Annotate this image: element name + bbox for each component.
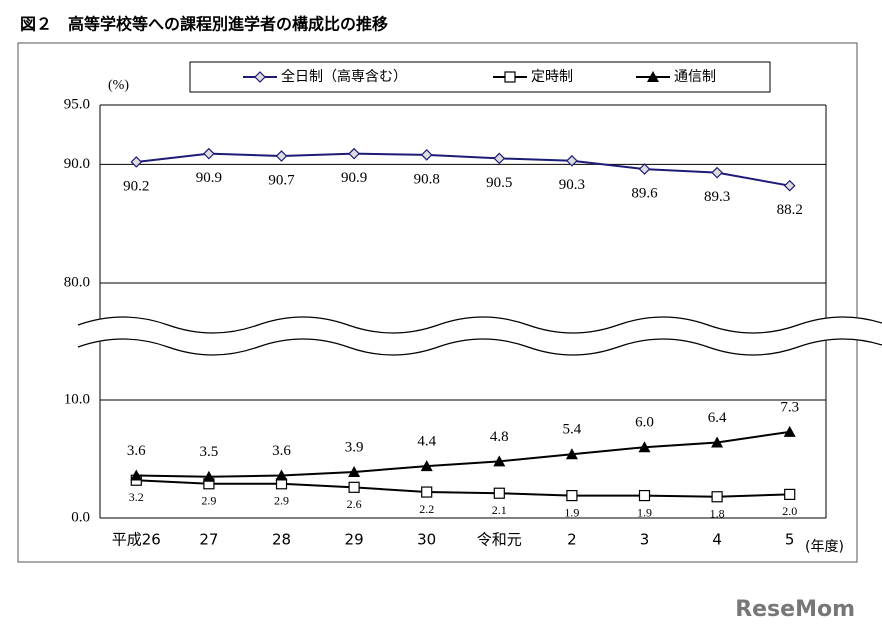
legend-box: [189, 61, 771, 93]
data-label: 6.4: [708, 410, 727, 426]
marker: [203, 147, 215, 160]
marker: [784, 488, 796, 500]
marker: [254, 71, 266, 83]
marker: [783, 179, 796, 192]
series-line: [136, 479, 790, 498]
marker: [566, 154, 578, 167]
marker: [711, 436, 724, 448]
x-tick-label: 5: [785, 531, 795, 549]
x-tick-label: 30: [417, 531, 436, 549]
data-label: 2.0: [782, 504, 797, 518]
data-label: 3.5: [200, 444, 219, 460]
plot-area: 0.0 10.0 80.0 90.0 95.0 平成26 27 28 29 30 令和元 2 3 4 5 90…: [64, 68, 882, 549]
marker: [348, 465, 361, 477]
marker: [493, 455, 506, 467]
data-label: 90.9: [341, 170, 367, 186]
data-label: 4.8: [490, 429, 509, 445]
data-label: 90.7: [268, 172, 295, 188]
marker: [420, 460, 433, 472]
marker: [638, 489, 651, 502]
data-label: 6.0: [635, 415, 654, 431]
x-tick-label: 29: [345, 531, 364, 549]
series-line: [136, 430, 790, 478]
y-unit: (%): [108, 78, 129, 93]
data-label: 1.9: [564, 505, 579, 519]
y-tick-label: 80.0: [64, 274, 90, 290]
data-label: 4.4: [417, 434, 436, 450]
marker: [130, 469, 143, 481]
marker: [275, 150, 288, 162]
marker: [647, 71, 659, 82]
x-tick-label: 3: [640, 531, 650, 549]
marker: [638, 441, 651, 453]
data-label: 2.2: [419, 502, 434, 516]
x-tick-label: 4: [712, 531, 722, 549]
data-label: 90.5: [486, 175, 512, 191]
x-tick-label: 28: [272, 531, 291, 549]
data-label: 89.3: [704, 189, 730, 205]
y-tick-label: 10.0: [64, 391, 90, 407]
marker: [275, 469, 288, 481]
marker: [504, 71, 516, 83]
data-label: 3.9: [345, 439, 364, 455]
chart-title: 図２ 高等学校等への課程別進学者の構成比の推移: [20, 15, 388, 34]
data-label: 90.8: [414, 171, 440, 187]
marker: [202, 470, 215, 482]
data-label: 3.2: [129, 490, 144, 504]
axis-break: [77, 316, 882, 334]
axis-break: [77, 338, 882, 356]
marker: [493, 487, 505, 499]
data-label: 7.3: [780, 399, 799, 415]
marker: [348, 147, 360, 160]
data-label: 90.3: [559, 177, 585, 193]
y-tick-label: 90.0: [64, 156, 90, 172]
data-label: 2.9: [201, 494, 216, 508]
marker: [493, 152, 506, 165]
x-tick-label: 令和元: [477, 531, 522, 549]
x-tick-label: 平成26: [112, 531, 161, 549]
legend-label: 通信制: [674, 69, 716, 85]
y-tick-label: 0.0: [71, 509, 90, 525]
data-label: 2.1: [492, 503, 507, 517]
data-label: 90.9: [196, 170, 222, 186]
marker: [566, 489, 578, 502]
marker: [783, 425, 796, 437]
legend-label: 定時制: [531, 69, 573, 85]
data-label: 3.6: [127, 443, 146, 459]
marker: [638, 163, 651, 175]
marker: [421, 486, 433, 498]
legend-label: 全日制（高専含む）: [281, 68, 407, 85]
x-tick-label: 27: [199, 531, 218, 549]
data-label: 1.8: [710, 507, 725, 521]
x-unit: (年度): [805, 539, 844, 555]
x-tick-label: 2: [567, 531, 577, 549]
y-tick-label: 95.0: [64, 96, 90, 112]
axis-break: [74, 316, 882, 356]
marker: [565, 448, 578, 460]
marker: [420, 148, 433, 161]
frame: [17, 42, 858, 563]
data-label: 2.6: [347, 497, 362, 511]
marker: [130, 156, 143, 168]
watermark: ReseMom: [735, 597, 855, 622]
data-label: 1.9: [637, 505, 652, 519]
series-line: [136, 152, 790, 187]
data-label: 89.6: [631, 186, 658, 202]
data-label: 90.2: [123, 178, 149, 194]
marker: [711, 166, 723, 179]
data-label: 88.2: [777, 202, 803, 218]
data-label: 2.9: [274, 494, 289, 508]
marker: [711, 491, 723, 503]
data-label: 3.6: [272, 443, 291, 459]
marker: [348, 481, 360, 493]
data-label: 5.4: [563, 422, 582, 438]
